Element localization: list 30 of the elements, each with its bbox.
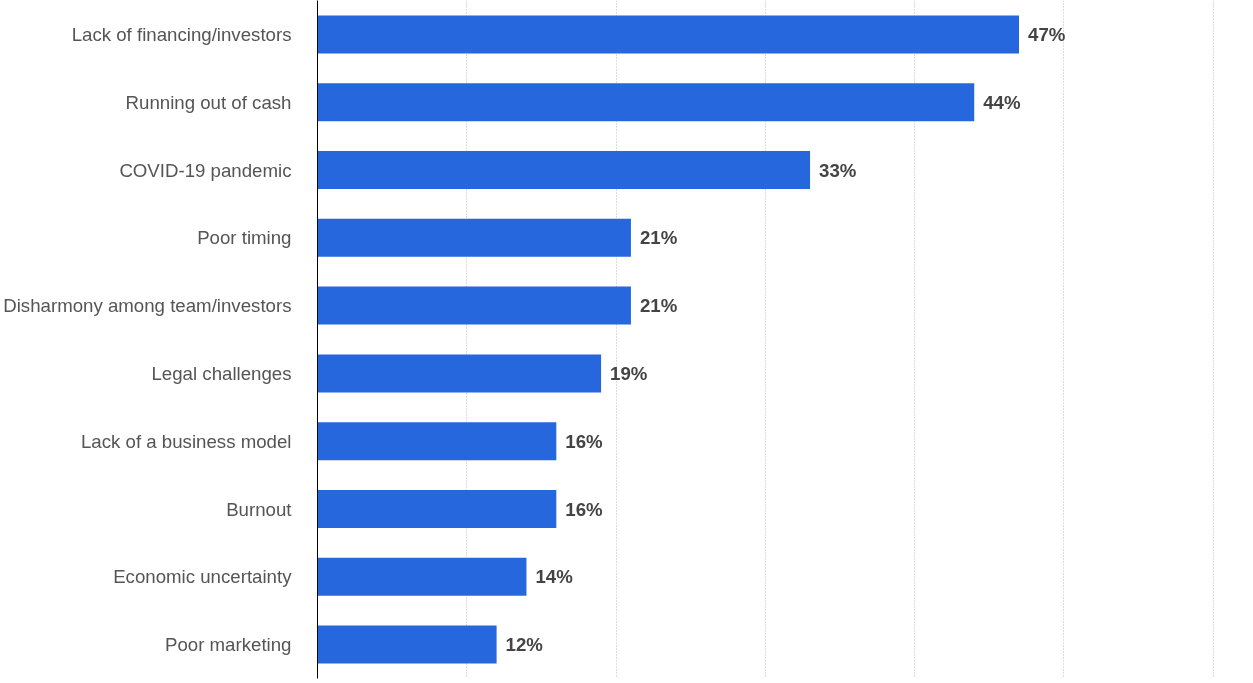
data-label: 12%	[505, 634, 544, 656]
y-tick-label: Disharmony among team/investors	[3, 295, 292, 317]
bar	[317, 490, 557, 528]
bar	[317, 625, 497, 664]
data-label: 19%	[610, 362, 648, 384]
data-label: 14%	[535, 566, 574, 588]
data-label: 16%	[565, 430, 604, 452]
data-label: 21%	[639, 295, 678, 317]
data-label: 44%	[983, 91, 1021, 113]
y-tick-label: Legal challenges	[151, 362, 292, 384]
bar	[317, 218, 631, 257]
data-label: 21%	[639, 227, 678, 249]
bar	[317, 354, 602, 393]
y-tick-label: Economic uncertainty	[113, 566, 293, 588]
y-tick-label: Burnout	[226, 498, 293, 520]
bar	[317, 422, 557, 461]
data-label: 16%	[565, 498, 604, 520]
y-tick-label: Poor marketing	[165, 634, 292, 656]
bar	[317, 15, 1020, 54]
data-label: 33%	[819, 159, 857, 181]
y-tick-label: Poor timing	[197, 227, 292, 249]
y-tick-label: Lack of financing/investors	[71, 23, 292, 45]
bar	[317, 83, 975, 122]
bar	[317, 286, 631, 325]
y-tick-label: COVID-19 pandemic	[119, 159, 292, 181]
data-label: 47%	[1028, 23, 1066, 45]
y-tick-label: Running out of cash	[125, 91, 292, 113]
bar	[317, 151, 811, 189]
y-tick-label: Lack of a business model	[80, 430, 292, 452]
bar	[317, 557, 527, 596]
